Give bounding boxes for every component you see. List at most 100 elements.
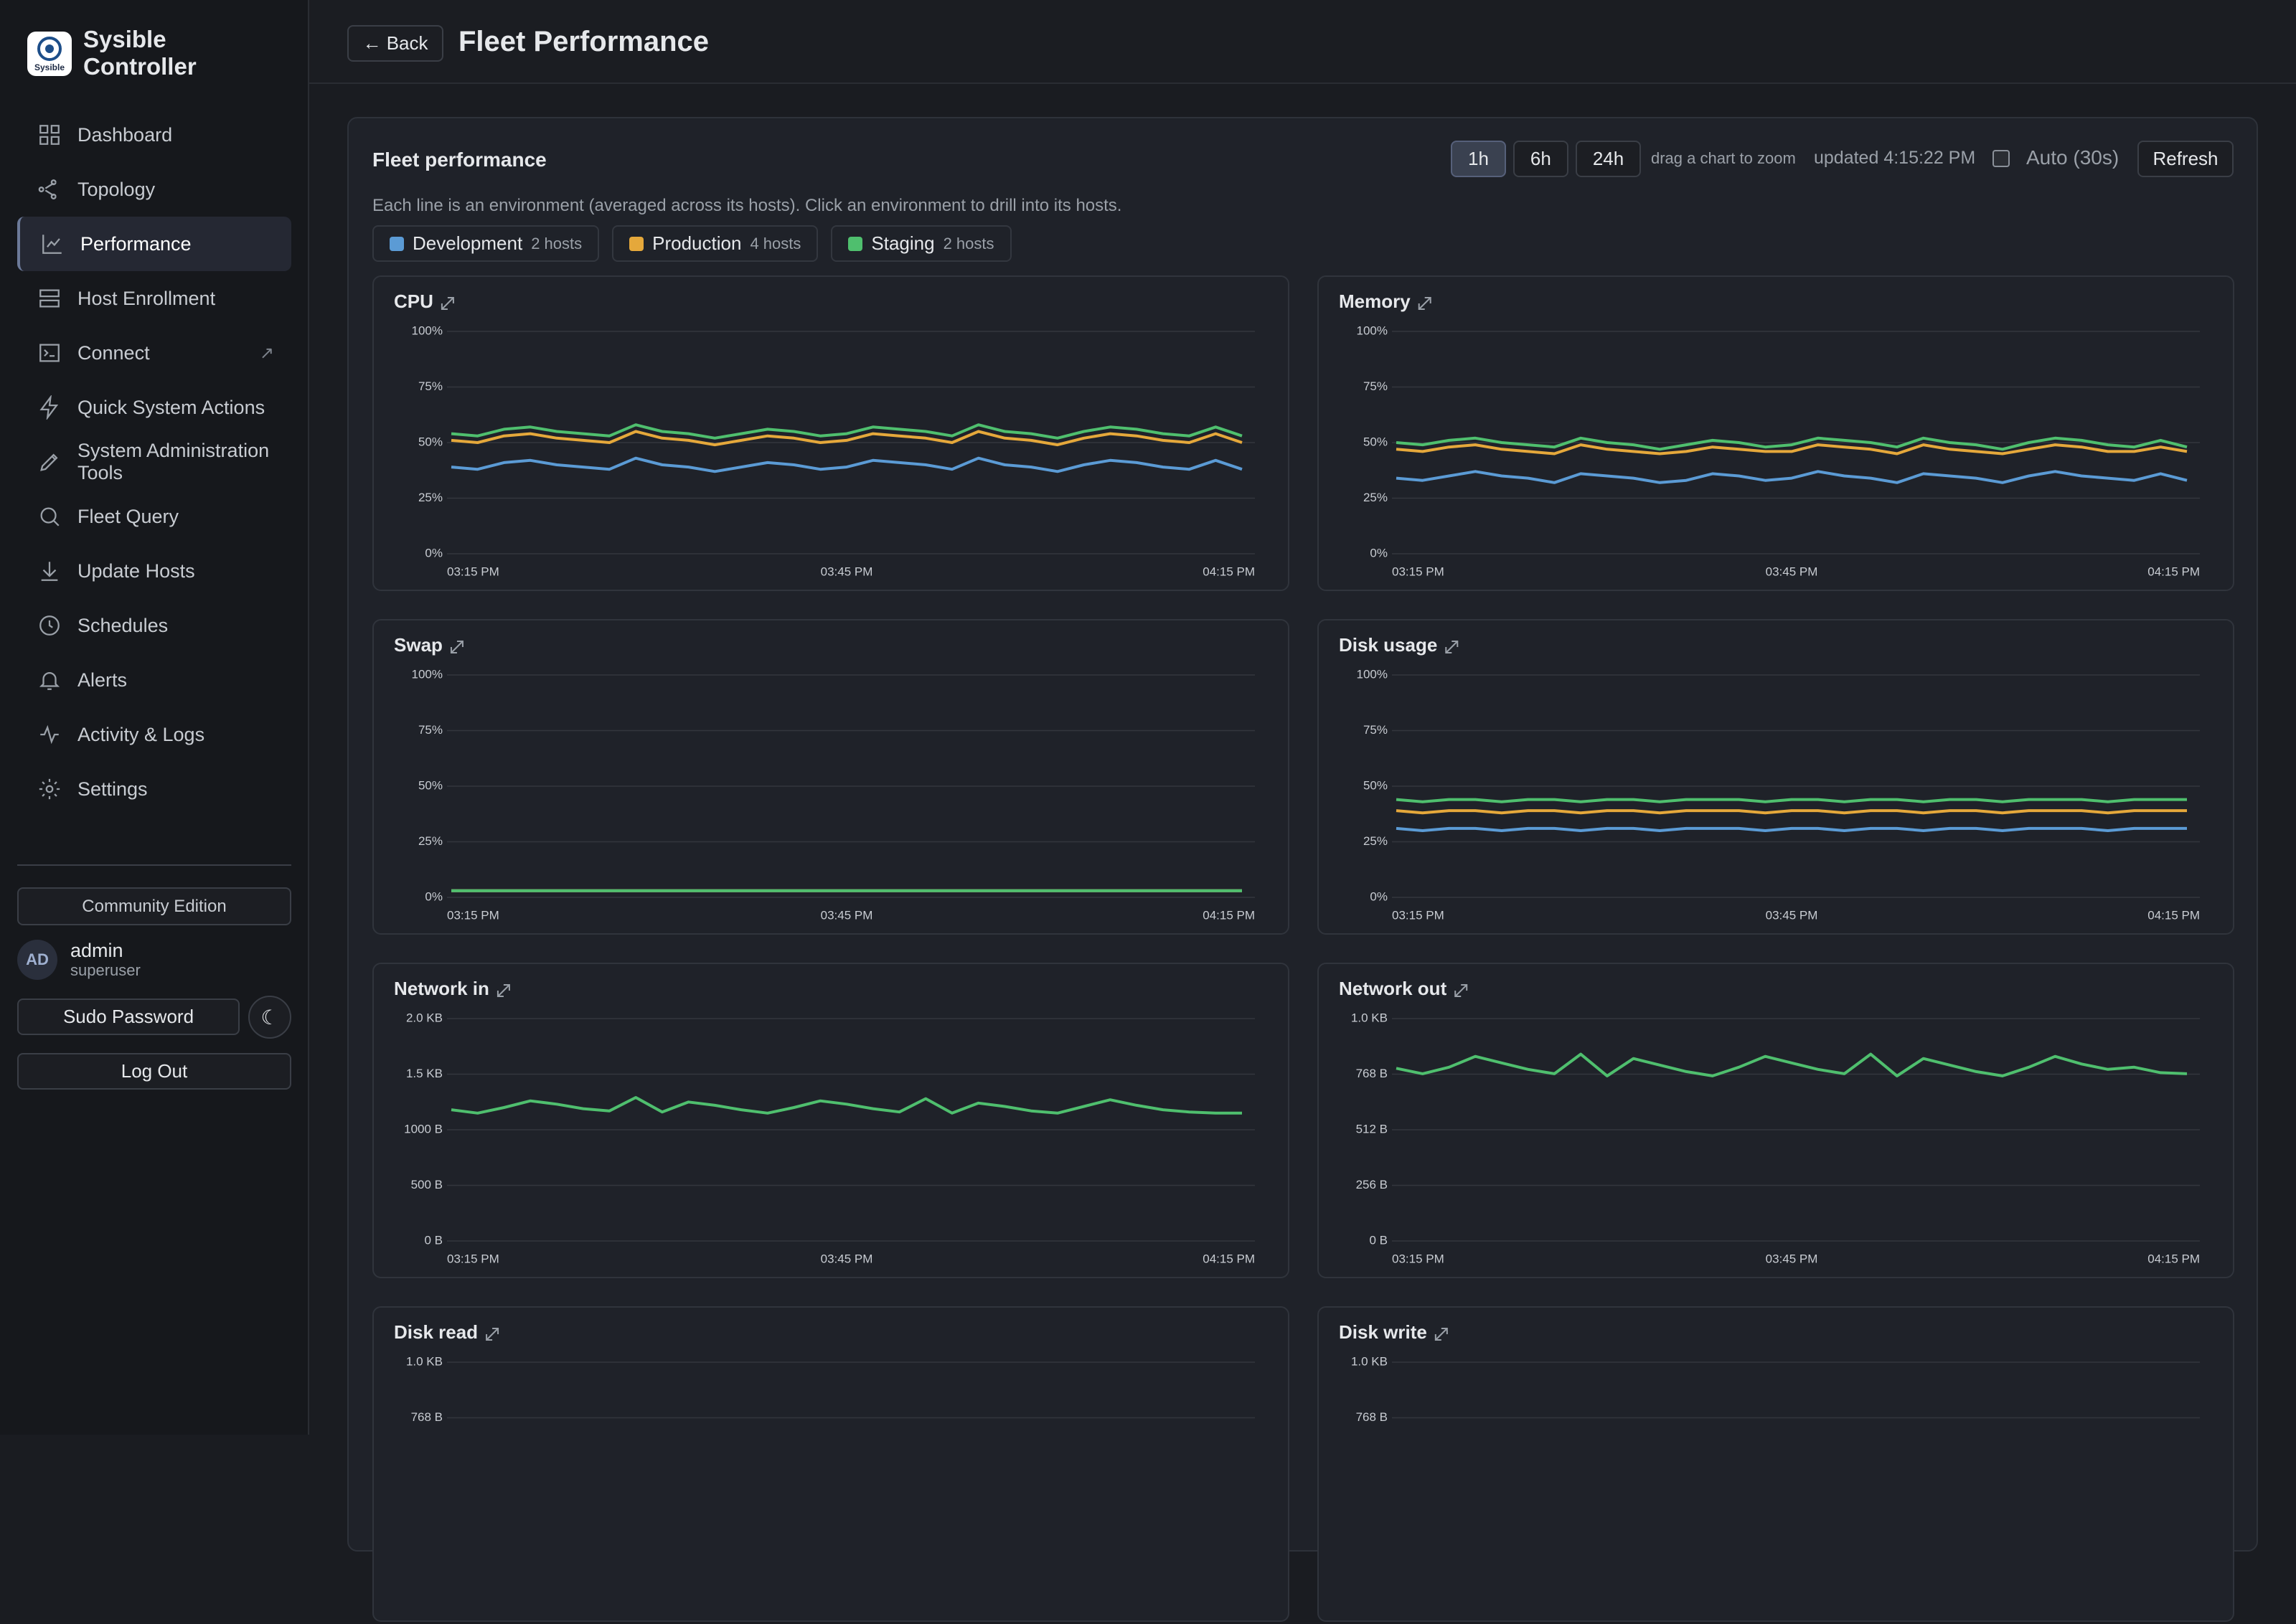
environment-chip[interactable]: Development 2 hosts [372, 225, 600, 262]
nav-icon [40, 724, 59, 745]
chart: Disk usage 0% 25% 50% 75% 100% 03:15 PM 03:45 P… [1339, 634, 2200, 922]
refresh-button[interactable]: Refresh [2137, 141, 2234, 177]
nav-icon [39, 344, 60, 362]
auto-checkbox[interactable] [1992, 150, 2010, 167]
y-tick-label: 0 B [424, 1233, 443, 1247]
y-tick-label: 75% [418, 723, 443, 737]
nav-item[interactable]: Connect ↗ [17, 326, 291, 380]
nav-item[interactable]: Fleet Query [17, 489, 291, 544]
chip-name: Development [413, 232, 523, 254]
x-tick-label: 03:45 PM [1766, 1252, 1818, 1265]
nav-item[interactable]: Activity & Logs [17, 707, 291, 762]
logout-button[interactable]: Log Out [17, 1053, 291, 1090]
environment-chip[interactable]: Production 4 hosts [612, 225, 819, 262]
chart: CPU 0% 25% 50% 75% 100% 03:15 PM 03:45 PM 04:15 … [394, 291, 1255, 578]
series-line [451, 423, 1243, 440]
environment-chip[interactable]: Staging 2 hosts [831, 225, 1012, 262]
expand-icon[interactable] [1418, 297, 1431, 310]
auto-label: Auto (30s) [2026, 146, 2119, 169]
nav-item[interactable]: Update Hosts [17, 544, 291, 598]
nav-item[interactable]: Topology [17, 162, 291, 217]
divider [17, 864, 291, 866]
nav-label: Connect [77, 341, 150, 364]
y-tick-label: 1.0 KB [1351, 1011, 1388, 1024]
nav-label: Update Hosts [77, 560, 195, 582]
icon-path [38, 179, 57, 199]
avatar: AD [17, 940, 57, 980]
range-button[interactable]: 24h [1575, 141, 1642, 177]
y-tick-label: 25% [1363, 834, 1388, 848]
x-tick-label: 03:15 PM [1392, 908, 1444, 922]
chip-name: Production [652, 232, 742, 254]
series-line [1396, 826, 2187, 832]
sudo-button[interactable]: Sudo Password [17, 999, 240, 1035]
y-tick-label: 1.5 KB [406, 1067, 443, 1080]
page-title: Fleet Performance [458, 26, 710, 57]
y-tick-label: 512 B [1356, 1122, 1388, 1136]
chart-card: Disk write 768 B 1.0 KB [1317, 1306, 2234, 1622]
chart-title: Memory [1339, 291, 1411, 312]
nav-item[interactable]: Host Enrollment [17, 271, 291, 326]
expand-icon[interactable] [497, 984, 510, 997]
chip-hosts: 4 hosts [750, 234, 801, 252]
y-tick-label: 75% [1363, 379, 1388, 393]
nav-icon [39, 125, 60, 145]
expand-icon[interactable] [450, 641, 464, 653]
x-tick-label: 03:15 PM [447, 1252, 499, 1265]
chip-hosts: 2 hosts [943, 234, 994, 252]
nav-icon [40, 453, 58, 471]
series-line [451, 1096, 1242, 1115]
x-tick-label: 03:15 PM [1392, 565, 1444, 578]
performance-panel: Fleet performance 1h 6h 24h drag a chart t… [347, 117, 2258, 1622]
icon-path [39, 289, 60, 308]
expand-icon[interactable] [1434, 1328, 1448, 1341]
x-tick-label: 03:15 PM [1392, 1252, 1444, 1265]
nav-label: Alerts [77, 669, 128, 691]
expand-icon[interactable] [441, 297, 454, 310]
nav-label: Quick System Actions [77, 396, 265, 418]
range-button[interactable]: 1h [1451, 141, 1506, 177]
nav-icon [39, 395, 59, 420]
y-tick-label: 1000 B [404, 1122, 443, 1136]
expand-icon[interactable] [1445, 641, 1459, 653]
nav-item[interactable]: Dashboard [17, 108, 291, 162]
range-button[interactable]: 6h [1512, 141, 1568, 177]
nav-item[interactable]: Settings [17, 762, 291, 816]
nav-icon [39, 778, 60, 800]
nav-item[interactable]: Schedules [17, 598, 291, 653]
y-tick-label: 25% [418, 834, 443, 848]
sidebar: Sysible Sysible Controller Dashboard Topo… [0, 0, 309, 1435]
y-tick-label: 100% [1357, 324, 1388, 337]
chart-title: CPU [394, 291, 433, 312]
x-tick-label: 04:15 PM [1203, 1252, 1255, 1265]
y-tick-label: 768 B [1356, 1410, 1388, 1424]
y-tick-label: 0 B [1369, 1233, 1388, 1247]
nav-item[interactable]: System Administration Tools [17, 435, 291, 489]
nav-item[interactable]: Alerts [17, 653, 291, 707]
nav-label: Host Enrollment [77, 287, 216, 309]
chart-title: Network in [394, 978, 489, 999]
y-tick-label: 1.0 KB [1351, 1354, 1388, 1368]
nav-label: System Administration Tools [77, 440, 270, 483]
expand-icon[interactable] [486, 1328, 499, 1341]
series-line [451, 456, 1243, 473]
nav-label: Settings [77, 778, 148, 800]
chart-title: Disk read [394, 1321, 478, 1343]
x-tick-label: 03:45 PM [1766, 565, 1818, 578]
theme-toggle[interactable]: ☾ [248, 996, 291, 1039]
nav-icon [40, 507, 60, 527]
series-line [1396, 798, 2187, 803]
range-buttons: 1h 6h 24h [1451, 141, 1642, 177]
y-tick-label: 50% [418, 435, 443, 448]
nav-item[interactable]: Performance [17, 217, 291, 271]
chart: Network in 0 B 500 B 1000 B 1.5 KB 2.0 KB 03:1… [394, 978, 1255, 1265]
nav-item[interactable]: Quick System Actions [17, 380, 291, 435]
chart-title: Swap [394, 634, 443, 656]
expand-icon[interactable] [1454, 984, 1468, 997]
y-tick-label: 50% [1363, 435, 1388, 448]
chart-card: Disk read 768 B 1.0 KB [372, 1306, 1289, 1622]
series-line [1396, 809, 2187, 815]
back-button[interactable]: ← Back [347, 25, 443, 62]
nav-icon [39, 289, 60, 308]
chip-swatch [390, 236, 404, 251]
